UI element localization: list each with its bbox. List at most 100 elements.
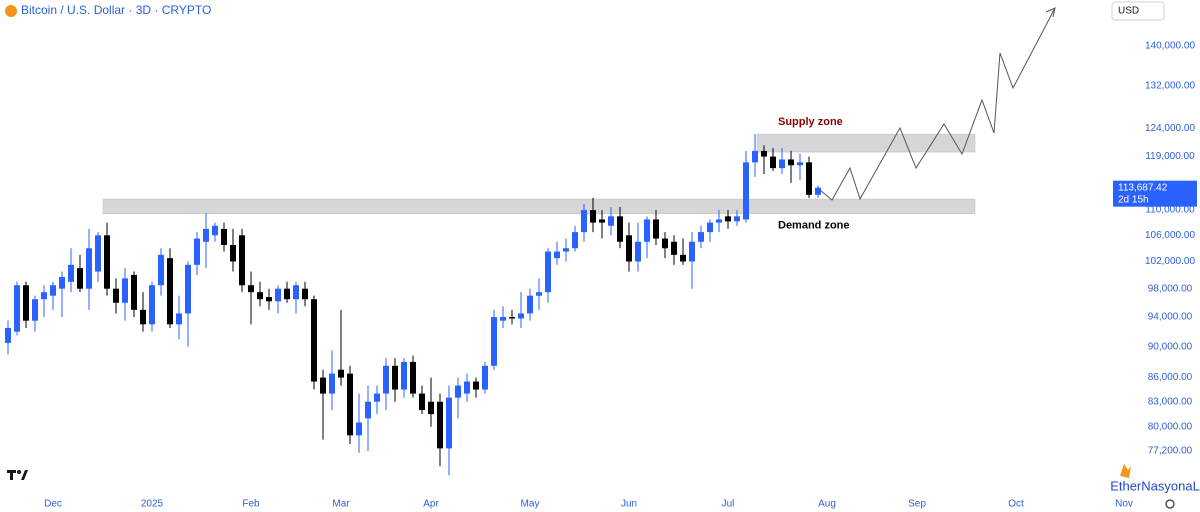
candle-body	[77, 268, 83, 289]
currency-label[interactable]: USD	[1118, 6, 1139, 17]
watermark-icon	[1120, 464, 1131, 478]
x-tick-label: Sep	[908, 499, 926, 510]
currency-box[interactable]	[1111, 1, 1165, 21]
y-tick-label: 98,000.00	[1148, 283, 1193, 294]
candle-body	[41, 292, 47, 300]
tradingview-logo	[7, 470, 28, 480]
candle-body	[131, 274, 137, 310]
logo-part	[21, 470, 28, 480]
candle-body	[446, 397, 452, 449]
projection-path	[819, 7, 1056, 201]
x-axis: Dec 2025 Feb Mar Apr May Jun Jul Aug Sep Oct Nov	[44, 499, 1133, 510]
x-tick-label: Mar	[332, 499, 350, 510]
y-tick-label: 119,000.00	[1145, 151, 1195, 162]
candle-body	[608, 216, 614, 226]
candle-body	[662, 238, 668, 249]
candle-body	[257, 292, 263, 300]
zone	[102, 198, 976, 215]
candle-body	[230, 245, 236, 262]
y-tick-label: 110,000.00	[1145, 205, 1195, 216]
candle-body	[635, 241, 641, 262]
candle-body	[788, 159, 794, 166]
y-tick-label: 83,000.00	[1148, 396, 1193, 407]
candle-body	[383, 365, 389, 394]
candle-body	[752, 150, 758, 163]
candle-body	[806, 162, 812, 195]
candle-body	[734, 216, 740, 222]
candle-body	[248, 285, 254, 293]
candle-body	[680, 254, 686, 262]
x-tick-label: Dec	[44, 499, 62, 510]
candle-body	[329, 373, 335, 394]
candle-body	[275, 288, 281, 302]
candle-body	[347, 373, 353, 436]
candle-body	[671, 241, 677, 255]
candle-body	[536, 292, 542, 296]
candle-body	[392, 365, 398, 390]
chart-title: Bitcoin / U.S. Dollar · 3D · CRYPTO	[21, 3, 211, 17]
candle-body	[365, 401, 371, 419]
y-axis: 77,200.00 80,000.00 83,000.00 86,000.00 90,0…	[1110, 41, 1195, 457]
candle-body	[23, 285, 29, 321]
projection-arrowhead	[1045, 7, 1056, 18]
candle-body	[473, 381, 479, 390]
candle-body	[203, 228, 209, 242]
candle-body	[581, 210, 587, 233]
candle-body	[176, 313, 182, 325]
candle-body	[374, 393, 380, 402]
candle-body	[68, 264, 74, 282]
x-tick-label: Oct	[1008, 499, 1024, 510]
candle-body	[797, 162, 803, 166]
x-tick-label: 2025	[141, 499, 164, 510]
x-tick-label: Aug	[818, 499, 836, 510]
candle-body	[743, 162, 749, 220]
candle-body	[761, 150, 767, 157]
candle-body	[617, 216, 623, 242]
candle-body	[590, 210, 596, 223]
zone-label: Demand zone	[778, 220, 850, 232]
candle-body	[95, 235, 101, 272]
candle-body	[464, 381, 470, 394]
candle-body	[437, 401, 443, 449]
y-tick-label: 102,000.00	[1145, 256, 1195, 267]
countdown: 2d 15h	[1118, 194, 1149, 205]
watermark: EtherNasyonaL	[1110, 478, 1200, 493]
candle-body	[509, 317, 515, 319]
logo-part	[10, 470, 13, 480]
candle-body	[338, 369, 344, 378]
x-tick-label: May	[521, 499, 540, 510]
zone-label: Supply zone	[778, 116, 843, 128]
candle-body	[500, 317, 506, 321]
y-tick-label: 124,000.00	[1145, 123, 1195, 134]
candle-body	[707, 222, 713, 233]
candle-body	[572, 232, 578, 249]
candle-body	[113, 288, 119, 303]
candle-body	[32, 299, 38, 321]
y-tick-label: 90,000.00	[1148, 341, 1193, 352]
y-tick-label: 86,000.00	[1148, 372, 1193, 383]
candle-body	[302, 288, 308, 300]
candle-body	[491, 317, 497, 366]
candle-body	[86, 248, 92, 289]
candle-body	[221, 228, 227, 246]
candle-body	[140, 309, 146, 325]
candle-body	[410, 361, 416, 394]
candle-body	[311, 299, 317, 382]
y-tick-label: 80,000.00	[1148, 421, 1193, 432]
candle-body	[770, 156, 776, 169]
candle-body	[212, 225, 218, 236]
candle-body	[104, 235, 110, 289]
y-tick-label: 106,000.00	[1145, 230, 1195, 241]
settings-icon[interactable]	[1165, 499, 1175, 509]
candle-body	[14, 285, 20, 332]
last-price-label: 113,687.42	[1118, 182, 1168, 193]
candle-body	[653, 219, 659, 239]
candle-body	[284, 288, 290, 300]
candle-body	[554, 251, 560, 259]
x-tick-label: Jul	[722, 499, 735, 510]
candle-body	[482, 365, 488, 390]
candle-body	[293, 285, 299, 300]
candle-body	[455, 385, 461, 398]
